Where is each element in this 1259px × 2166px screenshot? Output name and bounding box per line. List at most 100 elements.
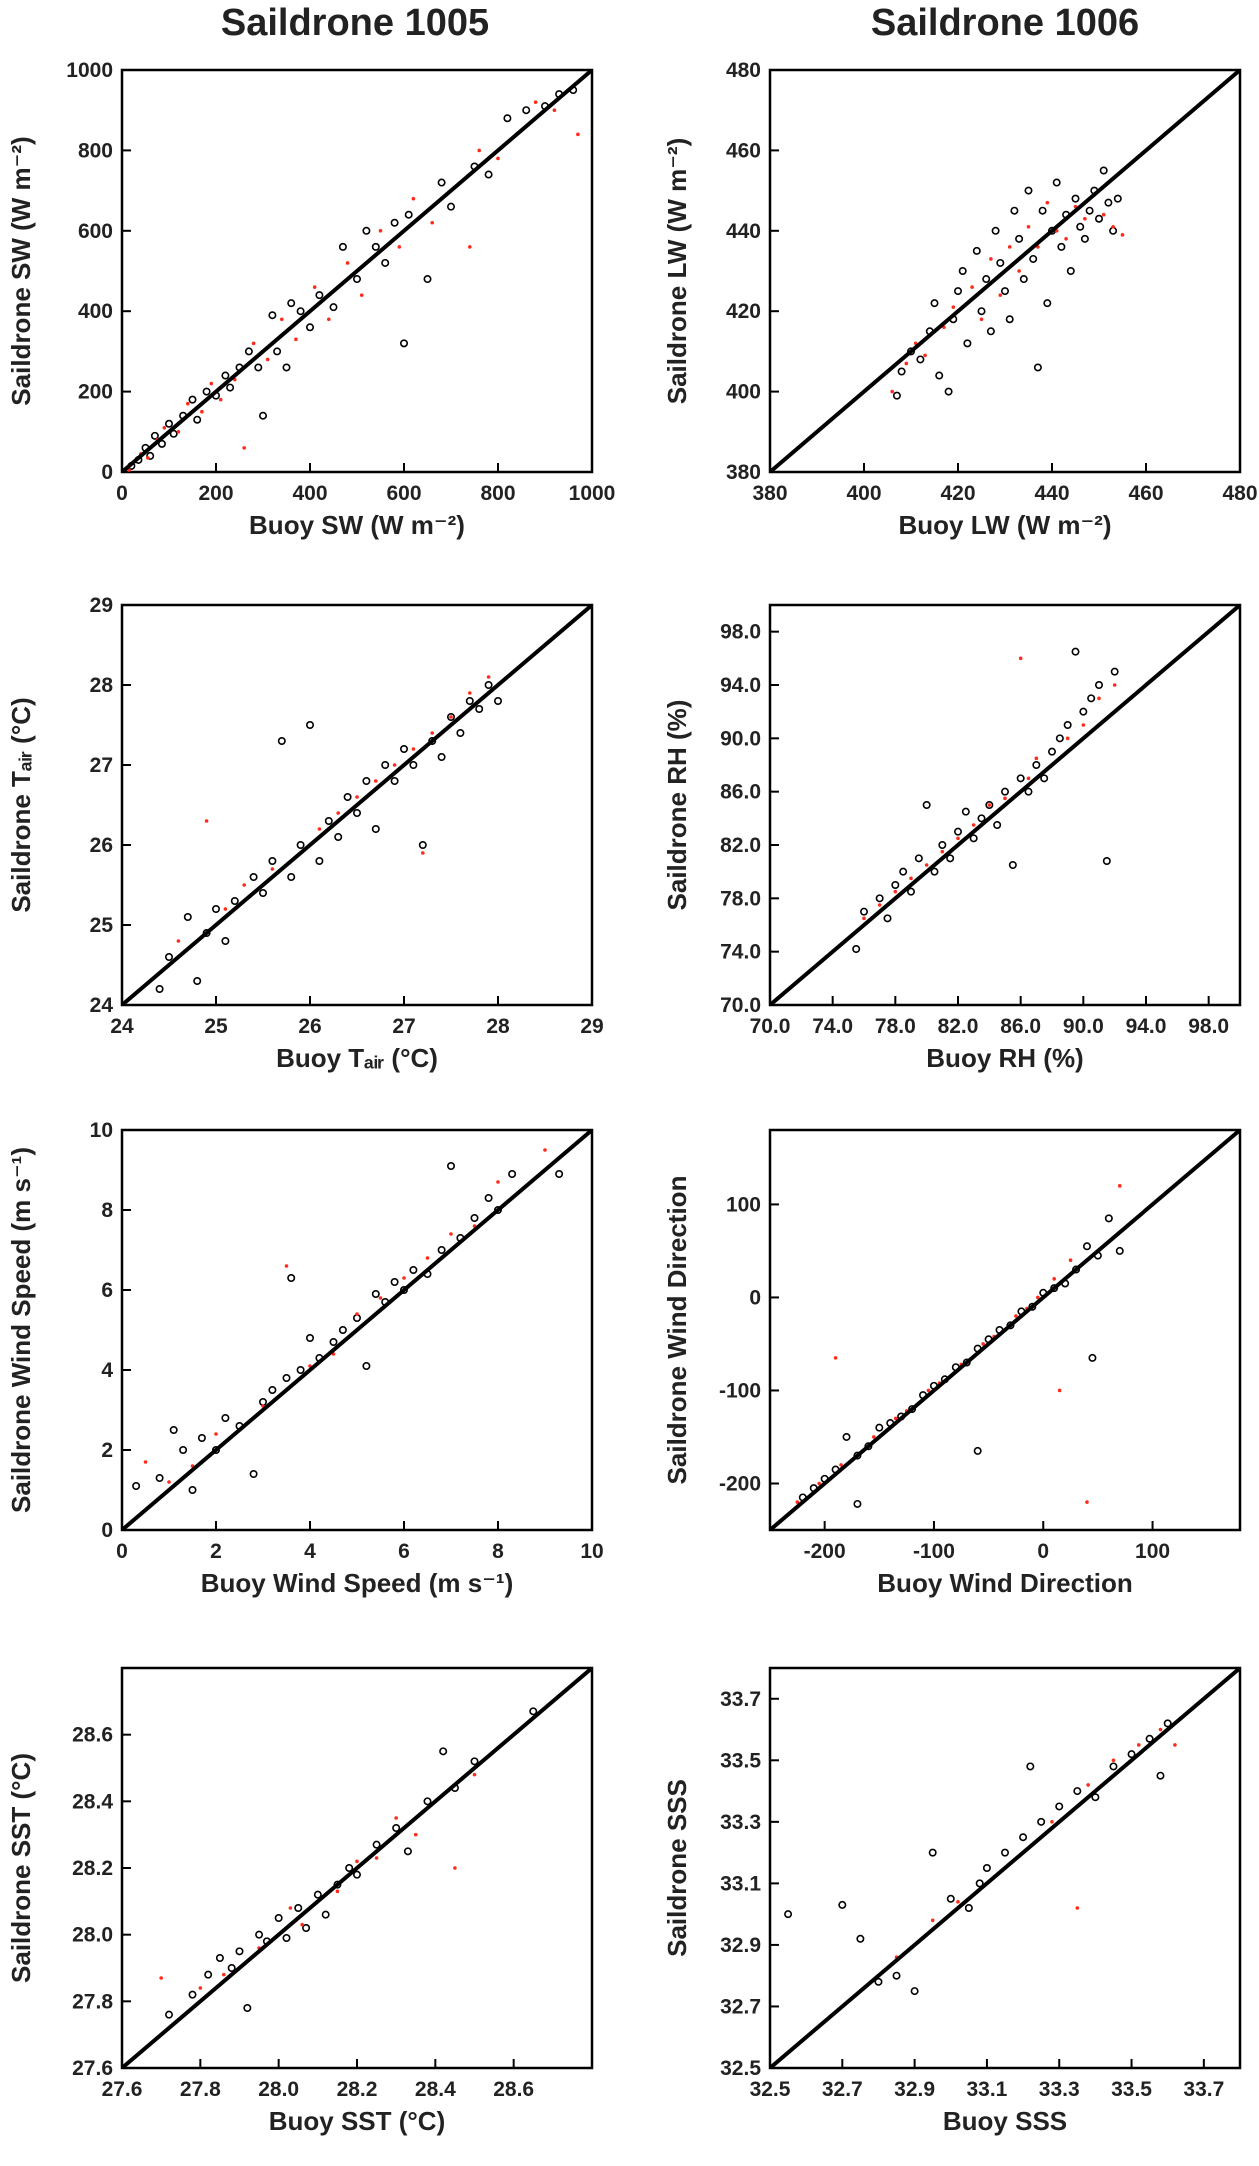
red-dot-point bbox=[1111, 1758, 1116, 1763]
black-circle-point bbox=[838, 1900, 847, 1909]
red-dot-point bbox=[1086, 1783, 1090, 1787]
red-dot-point bbox=[1111, 224, 1115, 229]
black-circle-point bbox=[409, 760, 418, 769]
plot-area bbox=[770, 70, 1240, 472]
black-circle-point bbox=[1095, 214, 1104, 223]
y-axis-label: Saildrone RH (%) bbox=[662, 700, 692, 911]
black-circle-point bbox=[1073, 1787, 1082, 1796]
red-dot-point bbox=[987, 803, 992, 807]
y-tick-label: 0 bbox=[749, 1286, 761, 1309]
red-dot-point bbox=[209, 381, 214, 386]
black-circle-point bbox=[977, 814, 986, 823]
column-title-saildrone-1005: Saildrone 1005 bbox=[220, 2, 490, 44]
black-circle-point bbox=[892, 1971, 901, 1980]
red-dot-point bbox=[1034, 756, 1039, 761]
red-dot-point bbox=[872, 1435, 876, 1439]
x-tick-label: -100 bbox=[913, 1540, 955, 1563]
red-dot-point bbox=[1117, 1184, 1122, 1188]
y-tick-label: 380 bbox=[726, 461, 761, 484]
black-circle-point bbox=[437, 752, 446, 761]
y-tick-label: 6 bbox=[101, 1279, 113, 1302]
x-axis-label: Buoy RH (%) bbox=[926, 1043, 1083, 1073]
black-circle-point bbox=[381, 258, 390, 267]
red-dot-point bbox=[951, 305, 956, 309]
y-tick-label: 400 bbox=[726, 381, 761, 404]
black-circle-point bbox=[946, 854, 955, 863]
black-circle-point bbox=[390, 218, 399, 227]
black-circle-point bbox=[1015, 234, 1024, 243]
red-dot-point bbox=[1052, 1277, 1056, 1281]
red-dot-point bbox=[956, 1900, 960, 1904]
y-tick-label: 33.7 bbox=[720, 1688, 761, 1711]
y-tick-label: 94.0 bbox=[720, 674, 761, 697]
black-circle-point bbox=[1055, 734, 1064, 743]
red-dot-point bbox=[294, 337, 298, 342]
black-circle-point bbox=[910, 1987, 919, 1996]
black-circle-point bbox=[842, 1432, 851, 1441]
black-circle-point bbox=[906, 887, 915, 896]
black-circle-point bbox=[961, 807, 970, 816]
black-circle-point bbox=[294, 1904, 303, 1913]
black-circle-point bbox=[371, 242, 380, 251]
x-tick-label: 400 bbox=[846, 482, 881, 505]
black-circle-point bbox=[908, 1405, 917, 1414]
red-dot-point bbox=[1120, 233, 1125, 237]
black-circle-point bbox=[475, 704, 484, 713]
x-tick-label: 28.6 bbox=[493, 2078, 534, 2101]
red-dot-point bbox=[143, 1460, 148, 1464]
red-dot-point bbox=[146, 456, 150, 460]
black-circle-point bbox=[1104, 198, 1113, 207]
y-tick-label: 74.0 bbox=[720, 941, 761, 964]
black-circle-point bbox=[914, 854, 923, 863]
y-tick-label: 480 bbox=[726, 59, 761, 82]
black-circle-point bbox=[972, 246, 981, 255]
x-axis-label: Buoy Wind Direction bbox=[877, 1568, 1132, 1598]
y-tick-label: 28.6 bbox=[72, 1724, 113, 1747]
red-dot-point bbox=[940, 849, 945, 854]
black-circle-point bbox=[529, 1707, 538, 1716]
black-circle-point bbox=[928, 1848, 937, 1857]
y-tick-label: 29 bbox=[90, 594, 113, 617]
red-dot-point bbox=[817, 1481, 821, 1486]
black-circle-point bbox=[977, 307, 986, 316]
red-dot-point bbox=[421, 851, 425, 855]
black-circle-point bbox=[202, 387, 211, 396]
black-circle-point bbox=[962, 1358, 971, 1367]
black-circle-point bbox=[1000, 1848, 1009, 1857]
red-dot-point bbox=[576, 132, 580, 137]
x-axis-label: Buoy SW (W m⁻²) bbox=[249, 510, 465, 540]
red-dot-point bbox=[200, 409, 204, 414]
x-tick-label: 33.1 bbox=[966, 2078, 1007, 2101]
black-circle-point bbox=[1000, 787, 1009, 796]
y-tick-label: 32.5 bbox=[720, 2057, 761, 2080]
red-dot-point bbox=[839, 1463, 843, 1467]
black-circle-point bbox=[465, 696, 474, 705]
plot-area bbox=[122, 1130, 592, 1530]
black-circle-point bbox=[969, 834, 978, 843]
black-circle-point bbox=[1082, 1242, 1091, 1251]
plot-area bbox=[122, 605, 592, 1005]
y-tick-label: 86.0 bbox=[720, 781, 761, 804]
red-dot-point bbox=[956, 836, 960, 841]
black-circle-point bbox=[321, 1910, 330, 1919]
red-dot-point bbox=[317, 827, 322, 831]
one-to-one-line bbox=[770, 70, 1240, 472]
plot-area bbox=[770, 605, 1240, 1005]
x-tick-label: 90.0 bbox=[1063, 1015, 1104, 1038]
black-circle-point bbox=[864, 1442, 873, 1451]
black-circle-point bbox=[296, 840, 305, 849]
y-axis-label: Saildrone LW (W m⁻²) bbox=[662, 138, 692, 405]
red-dot-point bbox=[893, 889, 898, 894]
black-circle-point bbox=[938, 840, 947, 849]
red-dot-point bbox=[345, 261, 350, 265]
red-dot-point bbox=[1050, 1820, 1054, 1824]
red-dot-point bbox=[1003, 796, 1007, 801]
y-tick-label: 2 bbox=[101, 1439, 113, 1462]
black-circle-point bbox=[1071, 194, 1080, 203]
red-dot-point bbox=[251, 341, 256, 346]
black-circle-point bbox=[1066, 266, 1075, 275]
plot-area bbox=[770, 1668, 1240, 2068]
plot-area bbox=[122, 1668, 592, 2068]
red-dot-point bbox=[411, 196, 416, 201]
x-tick-label: 6 bbox=[398, 1540, 410, 1563]
